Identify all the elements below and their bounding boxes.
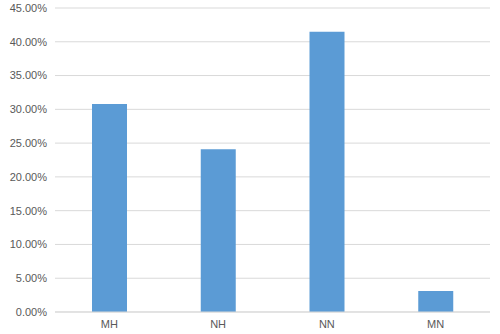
svg-text:20.00%: 20.00% <box>10 171 48 183</box>
svg-text:35.00%: 35.00% <box>10 69 48 81</box>
svg-text:45.00%: 45.00% <box>10 2 48 14</box>
svg-text:15.00%: 15.00% <box>10 205 48 217</box>
svg-text:NH: NH <box>210 318 226 330</box>
svg-text:MN: MN <box>427 318 444 330</box>
svg-text:0.00%: 0.00% <box>16 306 47 318</box>
svg-text:NN: NN <box>319 318 335 330</box>
svg-text:30.00%: 30.00% <box>10 103 48 115</box>
svg-text:MH: MH <box>101 318 118 330</box>
svg-text:40.00%: 40.00% <box>10 36 48 48</box>
svg-text:10.00%: 10.00% <box>10 238 48 250</box>
svg-text:5.00%: 5.00% <box>16 272 47 284</box>
svg-text:25.00%: 25.00% <box>10 137 48 149</box>
